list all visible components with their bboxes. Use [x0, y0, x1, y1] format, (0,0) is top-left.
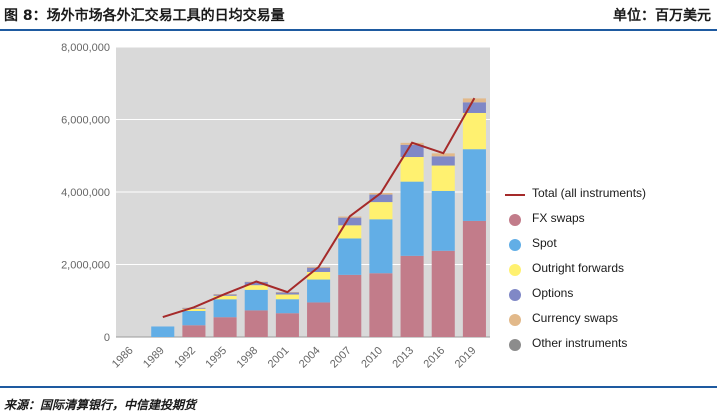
bar-segment: [400, 144, 424, 158]
bar-segment: [307, 279, 331, 303]
bar-segment: [462, 102, 486, 113]
bar-segment: [400, 255, 424, 337]
legend-dot-marker: [509, 264, 521, 276]
x-tick-label: 2019: [453, 345, 479, 371]
bar-segment: [182, 325, 206, 337]
legend-label: Currency swaps: [532, 311, 619, 325]
bar-segment: [369, 194, 393, 203]
x-tick-label: 2001: [266, 345, 292, 371]
total-line: [162, 97, 476, 319]
legend-dot-marker: [509, 314, 521, 326]
bar-segment: [244, 282, 268, 286]
bar-segment: [275, 292, 299, 295]
bar-segment: [369, 273, 393, 337]
bar-segment: [462, 220, 486, 337]
x-tick-label: 1986: [110, 345, 136, 371]
legend-label: FX swaps: [532, 211, 585, 225]
bar-segment: [338, 274, 362, 337]
x-tick-label: 1998: [235, 345, 261, 371]
figure-header: 图 8：场外市场各外汇交易工具的日均交易量 单位：百万美元: [0, 0, 717, 28]
bar-segment: [431, 153, 455, 157]
y-tick-label: 6,000,000: [61, 115, 110, 127]
x-tick-label: 2007: [328, 345, 354, 371]
bar-segment: [431, 165, 455, 191]
bar-segment: [213, 299, 237, 318]
x-tick-label: 2013: [390, 345, 416, 371]
x-tick-label: 1992: [172, 345, 198, 371]
bar-segment: [431, 250, 455, 337]
x-tick-label: 2016: [422, 345, 448, 371]
legend-label: Options: [532, 286, 574, 300]
unit-label: 单位：百万美元: [613, 8, 711, 24]
figure-title: 图 8：场外市场各外汇交易工具的日均交易量: [4, 8, 285, 24]
bar-segment: [338, 225, 362, 239]
bar-segment: [338, 238, 362, 275]
bar-segment: [275, 294, 299, 300]
bar-segment: [213, 295, 237, 300]
stacked-bar-chart: 0 2,000,000 4,000,000 6,000,000 8,000,000 198…: [61, 42, 490, 371]
y-tick-label: 4,000,000: [61, 187, 110, 199]
bar-segment: [431, 190, 455, 251]
bar-segment: [307, 267, 331, 272]
bar-segment: [213, 294, 237, 296]
legend-label: Other instruments: [532, 336, 628, 350]
bar-segment: [400, 181, 424, 256]
bar-segment: [275, 313, 299, 337]
bar-segment: [369, 202, 393, 220]
bottom-rule: [0, 386, 717, 388]
y-tick-label: 8,000,000: [61, 42, 110, 54]
bar-segment: [462, 112, 486, 150]
legend-label: Total (all instruments): [532, 186, 647, 200]
bar-segment: [369, 219, 393, 274]
bar-segment: [400, 157, 424, 182]
bar-segment: [151, 326, 175, 337]
legend-dot-marker: [509, 239, 521, 251]
legend-label: Outright forwards: [532, 261, 625, 275]
bar-segment: [275, 299, 299, 314]
bar-segment: [244, 289, 268, 311]
bar-segment: [182, 308, 206, 311]
y-tick-label: 2,000,000: [61, 260, 110, 272]
legend-label: Spot: [532, 236, 557, 250]
bar-segment: [431, 156, 455, 166]
bar-segment: [462, 98, 486, 103]
bar-segment: [338, 217, 362, 226]
bar-segment: [307, 302, 331, 337]
top-rule: [0, 29, 717, 31]
bar-segment: [244, 285, 268, 290]
x-tick-label: 1995: [203, 345, 229, 371]
bar-segment: [213, 317, 237, 337]
legend-dot-marker: [509, 289, 521, 301]
x-tick-label: 2004: [297, 345, 323, 371]
y-tick-label: 0: [104, 332, 110, 344]
bar-segment: [182, 307, 206, 309]
legend-dot-marker: [509, 214, 521, 226]
legend-dot-marker: [509, 339, 521, 351]
bar-segment: [462, 149, 486, 221]
source-note: 来源：国际清算银行，中信建投期货: [4, 398, 197, 412]
legend-line-marker: [505, 194, 525, 196]
bar-segment: [307, 271, 331, 280]
bar-segment: [244, 310, 268, 337]
x-tick-label: 2010: [359, 345, 385, 371]
bar-segment: [182, 310, 206, 326]
x-tick-label: 1989: [141, 345, 167, 371]
